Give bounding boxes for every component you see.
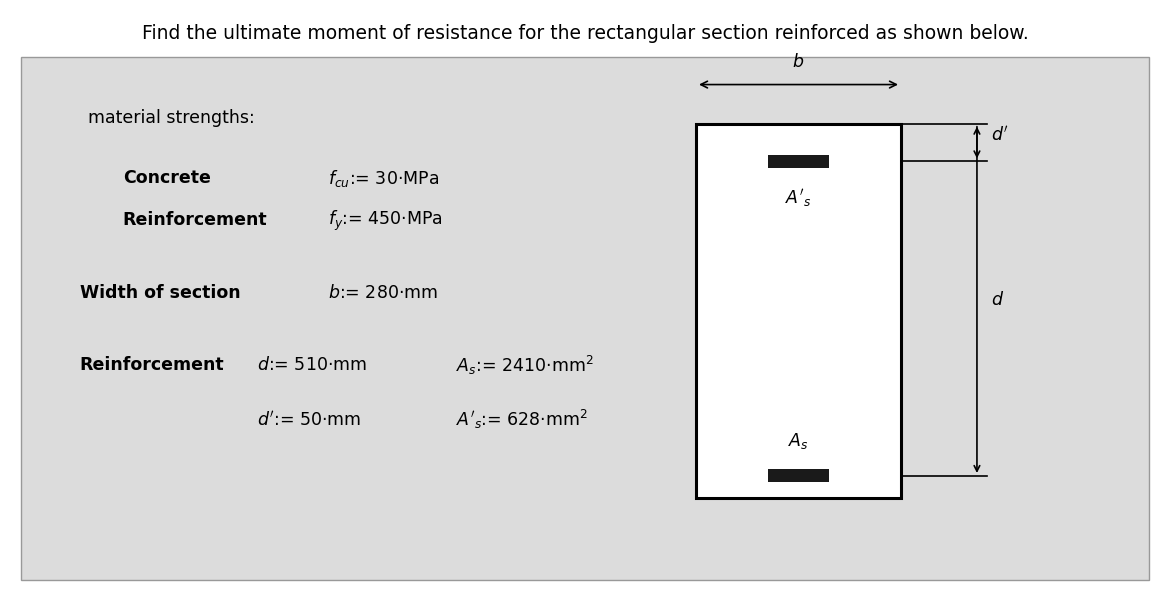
Text: $A_s$:= 2410·mm$^2$: $A_s$:= 2410·mm$^2$: [456, 354, 594, 377]
Text: $d'$:= 50·mm: $d'$:= 50·mm: [257, 410, 362, 429]
Text: $f_y$:= 450·MPa: $f_y$:= 450·MPa: [328, 208, 442, 233]
Text: Find the ultimate moment of resistance for the rectangular section reinforced as: Find the ultimate moment of resistance f…: [142, 24, 1028, 43]
Bar: [768, 155, 830, 168]
Text: $d'$: $d'$: [991, 126, 1009, 144]
Bar: [696, 124, 901, 498]
Text: $b$:= 280·mm: $b$:= 280·mm: [328, 284, 438, 302]
Text: Concrete: Concrete: [123, 169, 211, 187]
Text: $A'_s$:= 628·mm$^2$: $A'_s$:= 628·mm$^2$: [456, 408, 589, 431]
Text: material strengths:: material strengths:: [88, 109, 255, 127]
Text: $A_s$: $A_s$: [789, 431, 808, 452]
Text: Reinforcement: Reinforcement: [80, 356, 225, 374]
Text: $d$:= 510·mm: $d$:= 510·mm: [257, 356, 367, 374]
Text: $A'_s$: $A'_s$: [785, 187, 812, 210]
Text: $d$: $d$: [991, 291, 1004, 309]
Text: $b$: $b$: [792, 53, 805, 71]
Text: $f_{cu}$:= 30·MPa: $f_{cu}$:= 30·MPa: [328, 168, 439, 188]
FancyBboxPatch shape: [21, 57, 1149, 580]
Text: Width of section: Width of section: [80, 284, 240, 302]
Text: Reinforcement: Reinforcement: [123, 211, 268, 230]
Bar: [768, 469, 830, 483]
